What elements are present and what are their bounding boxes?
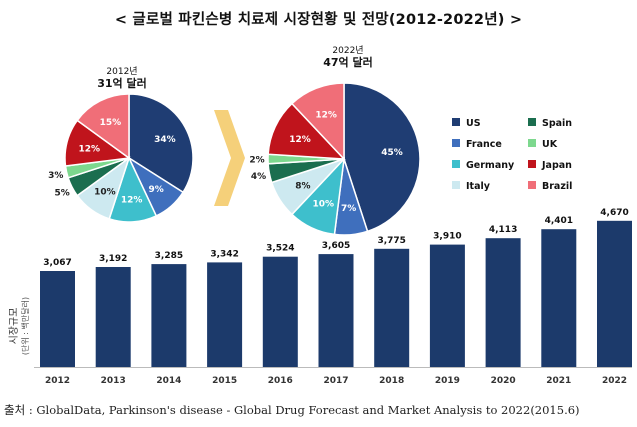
pie-slice-us	[343, 82, 421, 233]
legend-label: Brazil	[542, 181, 572, 192]
x-tick-label: 2013	[101, 376, 126, 386]
bar-2012	[40, 271, 75, 367]
bar-value-label: 3,775	[377, 236, 405, 246]
pie-slice-label: 34%	[154, 135, 176, 145]
bar-value-label: 4,670	[600, 208, 628, 218]
pie-slice-label: 3%	[48, 171, 63, 181]
bar-value-label: 3,524	[266, 244, 294, 254]
x-tick-label: 2022	[602, 376, 627, 386]
legend-swatch-italy	[452, 181, 460, 189]
pie-slice-brazil	[76, 93, 130, 160]
pie-slice-label: 9%	[148, 185, 163, 195]
x-tick-label: 2015	[212, 376, 237, 386]
pie-slice-label: 45%	[381, 148, 403, 158]
x-tick-label: 2014	[156, 376, 181, 386]
bar-2016	[262, 256, 298, 367]
legend-label: France	[466, 139, 502, 150]
x-tick-label: 2020	[491, 376, 516, 386]
pie-slice-label: 10%	[94, 188, 116, 198]
pie-title-value: 31억 달러	[97, 76, 147, 90]
bar-value-label: 4,113	[489, 225, 517, 235]
legend-swatch-brazil	[528, 181, 536, 189]
pie-title-year: 2022년	[332, 45, 363, 56]
pie-slice-label: 12%	[121, 195, 143, 205]
legend-swatch-france	[452, 139, 460, 147]
x-tick-label: 2021	[546, 376, 571, 386]
arrow-icon	[214, 110, 245, 206]
pie-slice-label: 4%	[251, 172, 266, 182]
bar-value-label: 3,342	[210, 249, 238, 259]
legend-swatch-germany	[452, 160, 460, 168]
legend-swatch-uk	[528, 139, 536, 147]
bar-2018	[374, 248, 410, 367]
pie-title-value: 47억 달러	[323, 55, 373, 69]
bar-value-label: 3,285	[155, 251, 183, 261]
pie-slice-label: 15%	[100, 118, 122, 128]
pie-slice-brazil	[290, 82, 345, 161]
y-axis-label: 시장규모	[8, 308, 20, 345]
x-tick-label: 2018	[379, 376, 404, 386]
bar-2014	[151, 264, 187, 367]
pie-slice-label: 5%	[55, 189, 70, 199]
source-note: 출처 : GlobalData, Parkinson's disease - G…	[4, 403, 580, 417]
legend-label: Spain	[542, 118, 572, 129]
legend-label: US	[466, 118, 481, 129]
chart-title: < 글로벌 파킨슨병 치료제 시장현황 및 전망(2012-2022년) >	[114, 12, 523, 28]
bar-value-label: 3,605	[322, 241, 350, 251]
x-tick-label: 2016	[268, 376, 293, 386]
bar-2013	[95, 267, 131, 367]
pie-slice-label: 12%	[289, 135, 311, 145]
legend-swatch-japan	[528, 160, 536, 168]
legend-swatch-us	[452, 118, 460, 126]
legend-label: Germany	[466, 160, 515, 171]
pie-slice-label: 8%	[295, 182, 310, 192]
bar-value-label: 3,910	[433, 232, 461, 242]
bar-2015	[207, 262, 243, 367]
pie-slice-label: 12%	[79, 144, 101, 154]
bar-value-label: 3,192	[99, 254, 127, 264]
x-tick-label: 2012	[45, 376, 70, 386]
legend-label: Italy	[466, 181, 491, 192]
bar-value-label: 3,067	[43, 258, 71, 268]
bar-value-label: 4,401	[545, 216, 573, 226]
legend-label: UK	[542, 139, 558, 150]
bar-2019	[429, 244, 465, 367]
x-tick-label: 2019	[435, 376, 460, 386]
pie-title-year: 2012년	[106, 66, 137, 77]
bar-2021	[541, 229, 577, 367]
legend: US Spain France UK Germany Japan Italy Brazil	[452, 118, 572, 192]
y-axis-unit: (단위 : 백만달러)	[20, 297, 30, 355]
pie-slice-label: 12%	[315, 110, 337, 120]
bar-2022	[597, 220, 632, 367]
pie-slice-label: 10%	[313, 200, 335, 210]
pie-slice-label: 2%	[249, 156, 264, 166]
x-tick-label: 2017	[323, 376, 348, 386]
pie-slice-label: 7%	[341, 204, 356, 214]
bar-2020	[485, 238, 521, 367]
bar-2017	[318, 254, 354, 367]
bar-chart: 3,067 2012 3,192 2013 3,285 2014 3,342 2015 3,52…	[34, 208, 632, 386]
legend-swatch-spain	[528, 118, 536, 126]
legend-label: Japan	[541, 160, 572, 171]
